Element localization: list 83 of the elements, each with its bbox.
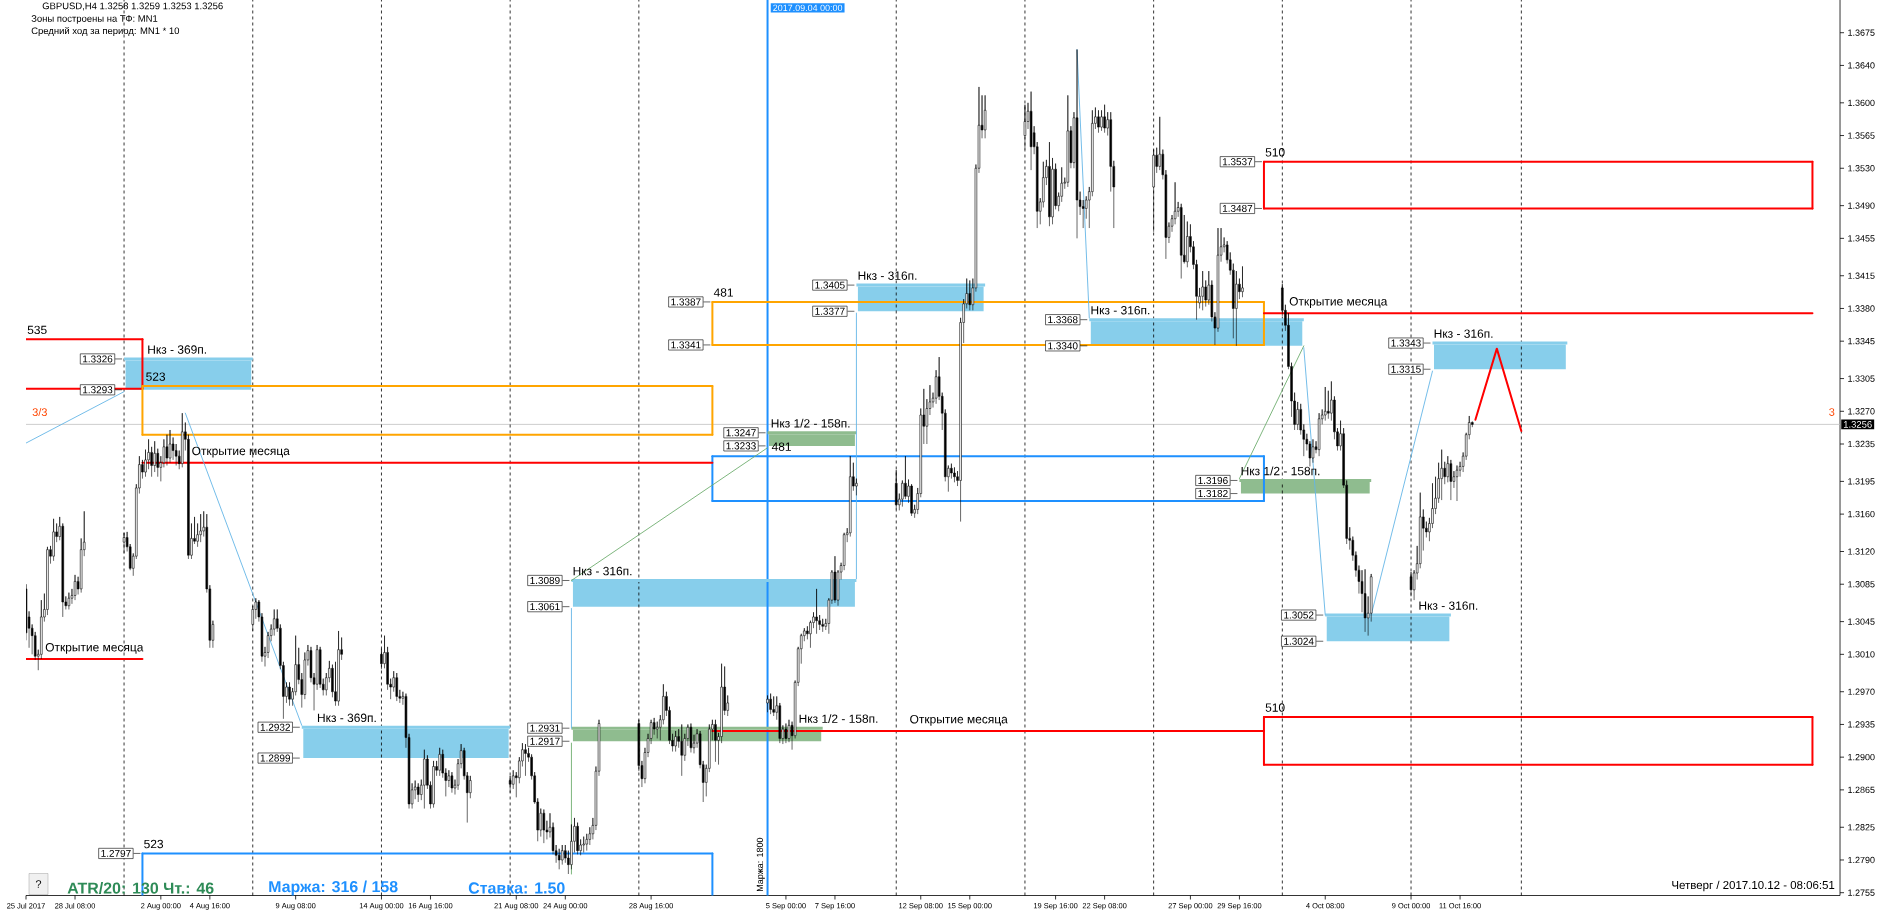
y-tick-label: 1.3305	[1848, 375, 1875, 382]
y-tick-label: 1.3380	[1848, 305, 1875, 312]
annotation: 1.2931	[530, 724, 560, 732]
annotation: 1.3052	[1284, 611, 1314, 619]
series-label: 523	[146, 372, 166, 381]
y-tick-label: 1.3640	[1848, 62, 1875, 69]
series-label: 481	[771, 442, 791, 451]
y-tick-label: 1.3045	[1848, 618, 1875, 625]
annotation: Зоны построены на ТФ: MN1	[31, 15, 158, 24]
annotation: 1.3293	[83, 386, 113, 394]
annotation: 1.3387	[671, 298, 701, 306]
y-tick-label: 1.3415	[1848, 272, 1875, 279]
y-tick-label: 1.3530	[1848, 165, 1875, 172]
y-tick-label: 1.3600	[1848, 99, 1875, 106]
series-label: Нкз 1/2 - 158п.	[799, 714, 878, 723]
annotation: 1.3089	[530, 576, 560, 585]
y-tick-label: 1.3235	[1848, 440, 1875, 448]
annotation: Четверг / 2017.10.12 - 08:06:51	[1672, 880, 1835, 892]
y-tick-label: 1.3490	[1848, 202, 1875, 209]
annotation: 1.3182	[1198, 490, 1228, 498]
y-tick-label: 1.3160	[1848, 510, 1875, 518]
series-label: Нкз 1/2 - 158п.	[771, 418, 850, 428]
y-tick-label: 1.2900	[1848, 753, 1875, 761]
series-label: 535	[27, 325, 47, 335]
series-label: Нкз - 316п.	[1419, 601, 1478, 610]
y-tick-label: 1.3120	[1848, 548, 1875, 555]
annotation: 1.3368	[1048, 316, 1078, 324]
series-label: 523	[144, 839, 164, 849]
ref-line-label: 2017.09.04 00:00	[773, 4, 843, 12]
annotation: 1.3341	[671, 341, 701, 349]
annotation: 1.3196	[1198, 476, 1228, 484]
y-tick-label: 1.2755	[1848, 889, 1875, 896]
y-tick-label: 1.3195	[1848, 478, 1875, 485]
annotation: Маржа: 316 / 158	[269, 880, 398, 896]
annotation: 1.3233	[726, 442, 756, 450]
annotation: 1.3340	[1048, 342, 1078, 350]
y-tick-label: 1.2825	[1848, 824, 1875, 831]
series-label: Нкз - 316п.	[1434, 329, 1493, 338]
series-label: Нкз - 369п.	[148, 345, 206, 354]
y-tick-label: 1.3345	[1848, 338, 1875, 345]
ref-line-label: 1.3256	[1843, 421, 1872, 428]
annotation: 1.3024	[1284, 637, 1314, 645]
series-label: 510	[1265, 703, 1285, 712]
annotation: 1.3247	[726, 429, 756, 437]
series-label: Открытие месяца	[192, 446, 290, 458]
annotation: 1.2917	[530, 737, 560, 745]
series-label: 481	[713, 288, 733, 297]
chart-title: GBPUSD,H4 1.3258 1.3259 1.3253 1.3256	[42, 2, 223, 11]
series-label: Открытие месяца	[1289, 297, 1388, 308]
y-tick-label: 1.3085	[1848, 581, 1875, 588]
series-label: Открытие месяца	[45, 642, 144, 654]
y-tick-label: 1.2790	[1848, 856, 1875, 864]
annotation: 1.3343	[1391, 339, 1421, 347]
annotation: 1.3487	[1222, 204, 1253, 212]
annotation: 3/3	[32, 407, 47, 417]
annotation: 1.2932	[260, 723, 290, 731]
series-label: Нкз - 316п.	[573, 566, 632, 576]
y-tick-label: 1.3675	[1848, 29, 1875, 36]
series-label: Нкз - 316п.	[858, 271, 917, 280]
y-tick-label: 1.3455	[1848, 235, 1875, 242]
y-tick-label: 1.2865	[1848, 786, 1875, 794]
annotation: 1.2899	[260, 754, 291, 762]
y-tick-label: 1.2970	[1848, 688, 1875, 695]
annotation: ?	[35, 880, 42, 888]
annotation: Ставка: 1.50	[468, 882, 565, 894]
annotation: 1.3537	[1222, 158, 1253, 166]
y-tick-label: 1.2935	[1848, 721, 1875, 728]
annotation: 1.3377	[815, 307, 845, 315]
y-tick-label: 1.3270	[1848, 408, 1875, 415]
annotation: 1.3061	[530, 603, 560, 611]
series-label: 510	[1265, 148, 1285, 157]
series-label: Открытие месяца	[910, 714, 1008, 726]
annotation: 3	[1829, 408, 1835, 416]
annotation: 1.3326	[83, 355, 113, 363]
series-label: Нкз - 369п.	[317, 713, 376, 723]
series-label: Нкз - 316п.	[1091, 306, 1150, 315]
annotation: 1.3405	[815, 281, 845, 289]
annotation: 1.2797	[101, 849, 131, 857]
annotation: Средний ход за период: MN1 * 10	[31, 26, 180, 36]
annotation: 1.3315	[1391, 365, 1421, 373]
annotation: Маржа: 1800	[756, 837, 765, 892]
y-tick-label: 1.3565	[1848, 132, 1875, 139]
y-tick-label: 1.3010	[1848, 651, 1875, 658]
